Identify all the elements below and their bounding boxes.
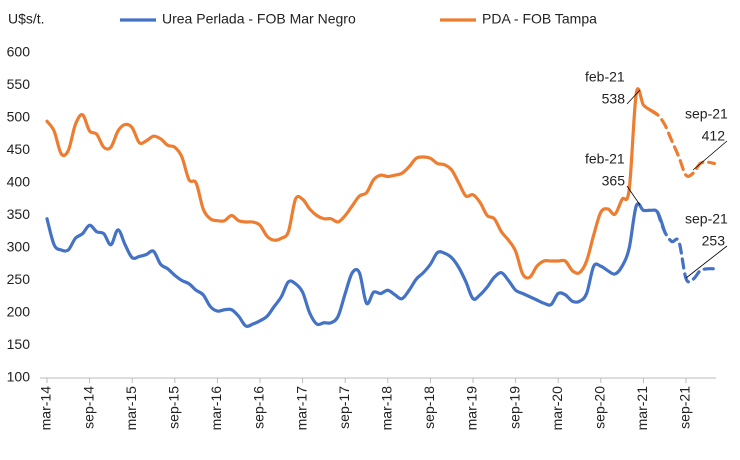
- y-tick-label: 450: [7, 141, 31, 157]
- annotation-label: sep-21: [685, 211, 728, 227]
- x-tick-label: mar-16: [208, 386, 224, 431]
- annotation-value: 253: [702, 233, 726, 249]
- x-tick-label: mar-15: [123, 386, 139, 431]
- x-tick-label: sep-15: [166, 386, 182, 429]
- annotation-value: 538: [602, 91, 626, 107]
- x-tick-label: mar-17: [293, 386, 309, 431]
- x-tick-label: mar-21: [634, 386, 650, 431]
- x-tick-label: mar-20: [549, 386, 565, 431]
- annotation-pointer: [692, 140, 728, 171]
- series-line: [45, 202, 667, 328]
- y-tick-label: 550: [7, 76, 31, 92]
- x-tick-label: sep-17: [336, 386, 352, 429]
- y-tick-label: 500: [7, 109, 31, 125]
- legend-label: PDA - FOB Tampa: [482, 11, 597, 27]
- x-tick-label: sep-20: [592, 386, 608, 429]
- series-line: [45, 87, 660, 280]
- annotation-pointer: [626, 89, 641, 105]
- series-line: [648, 108, 716, 178]
- x-tick-label: mar-19: [464, 386, 480, 431]
- x-tick-label: sep-14: [80, 386, 96, 429]
- y-tick-label: 400: [7, 174, 31, 190]
- y-tick-label: 200: [7, 304, 31, 320]
- y-tick-label: 600: [7, 44, 31, 60]
- y-tick-label: 150: [7, 336, 31, 352]
- annotation-label: feb-21: [585, 69, 625, 85]
- x-tick-label: sep-19: [506, 386, 522, 429]
- x-tick-label: sep-21: [677, 386, 693, 429]
- x-tick-label: mar-18: [379, 386, 395, 431]
- annotation-value: 365: [602, 173, 626, 189]
- y-tick-label: 250: [7, 271, 31, 287]
- annotation-pointer: [626, 185, 641, 206]
- y-tick-label: 300: [7, 239, 31, 255]
- annotation-label: feb-21: [585, 151, 625, 167]
- x-tick-label: mar-14: [38, 386, 54, 431]
- x-tick-label: sep-18: [421, 386, 437, 429]
- legend-label: Urea Perlada - FOB Mar Negro: [162, 11, 356, 27]
- annotation-pointer: [685, 245, 728, 279]
- annotation-label: sep-21: [685, 106, 728, 122]
- series-line: [656, 210, 716, 284]
- y-tick-label: 350: [7, 206, 31, 222]
- y-tick-label: 100: [7, 369, 31, 385]
- x-tick-label: sep-16: [251, 386, 267, 429]
- annotation-value: 412: [702, 128, 726, 144]
- y-axis-label: U$s/t.: [8, 11, 45, 27]
